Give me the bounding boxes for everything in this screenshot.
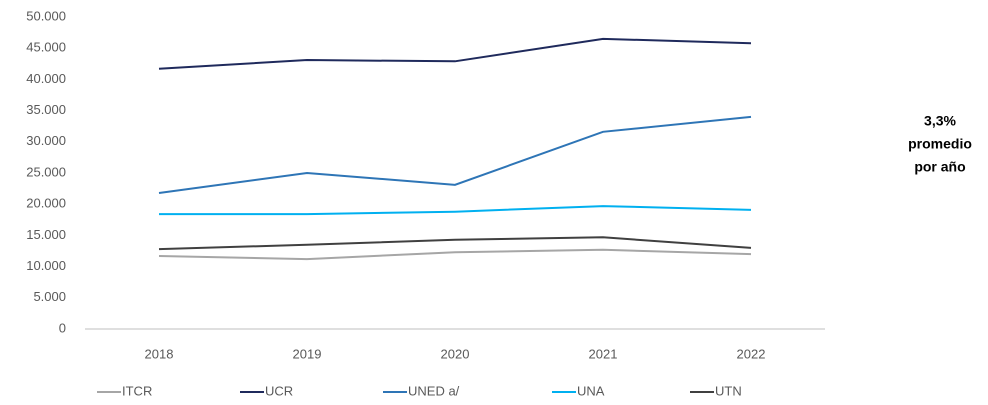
x-tick-label: 2018 [145,346,174,361]
y-tick-label: 30.000 [26,133,66,148]
legend-label: UTN [715,383,742,398]
annotation: 3,3% [924,113,956,129]
y-tick-label: 5.000 [33,289,66,304]
x-tick-label: 2020 [441,346,470,361]
y-tick-label: 45.000 [26,40,66,55]
legend-label: UCR [265,383,293,398]
y-tick-label: 35.000 [26,102,66,117]
y-tick-label: 15.000 [26,227,66,242]
annotation: promedio [908,136,972,152]
series-line [158,248,752,261]
series-line [158,37,752,70]
x-tick-label: 2022 [737,346,766,361]
legend-label: UNA [577,383,605,398]
series-line [159,205,752,216]
y-tick-label: 40.000 [26,71,66,86]
y-tick-label: 20.000 [26,196,66,211]
series-line [158,236,752,251]
legend-label: UNED a/ [408,383,460,398]
y-tick-label: 25.000 [26,164,66,179]
y-tick-label: 10.000 [26,258,66,273]
annotation: por año [914,159,965,175]
y-tick-label: 0 [59,320,66,335]
x-tick-label: 2019 [293,346,322,361]
series-line [158,115,752,194]
x-tick-label: 2021 [589,346,618,361]
y-tick-label: 50.000 [26,8,66,23]
legend-label: ITCR [122,383,152,398]
